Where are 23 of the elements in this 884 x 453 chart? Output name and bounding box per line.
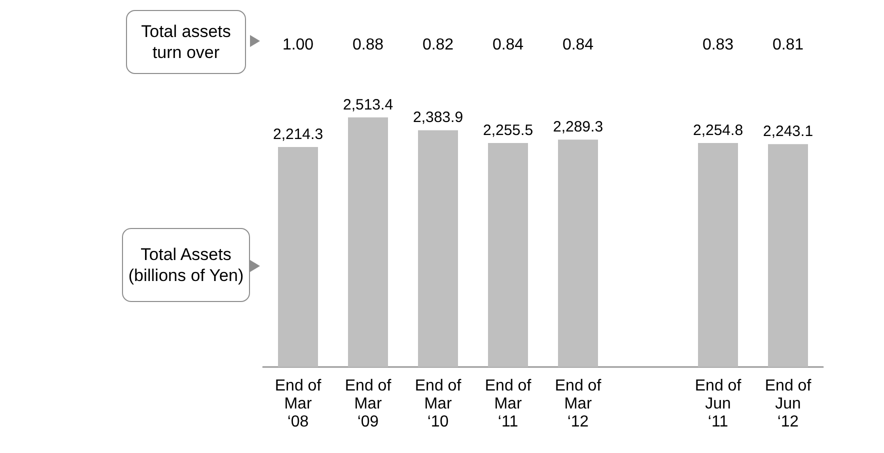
text: 0.82	[422, 36, 454, 54]
x-tick-label: End of Mar ‘11	[484, 378, 532, 430]
data-label: 2,289.3	[552, 118, 604, 136]
x-tick-label: End of Mar ‘09	[344, 378, 392, 430]
data-label: 2,255.5	[482, 122, 534, 139]
text: 1.00	[282, 36, 314, 54]
text: Total Assets (billions of Yen)	[122, 228, 250, 302]
data-label: 2,383.9	[412, 109, 464, 126]
text: 0.83	[702, 36, 734, 54]
data-label: 2,254.8	[692, 122, 744, 140]
data-label: 2,513.4	[342, 96, 394, 114]
x-tick-label: End of Jun ‘12	[764, 378, 812, 430]
data-label: 2,243.1	[762, 123, 814, 140]
text: 0.88	[352, 36, 384, 54]
text: Total assets turn over	[126, 10, 246, 74]
x-tick-label: End of Mar ‘10	[414, 378, 462, 430]
text: 0.84	[562, 36, 594, 54]
x-tick-label: End of Jun ‘11	[694, 378, 742, 430]
data-label: 2,214.3	[272, 126, 324, 144]
text: 0.81	[772, 36, 804, 54]
x-tick-label: End of Mar ‘08	[274, 378, 322, 430]
x-tick-label: End of Mar ‘12	[554, 378, 602, 430]
text: 0.84	[492, 36, 524, 54]
